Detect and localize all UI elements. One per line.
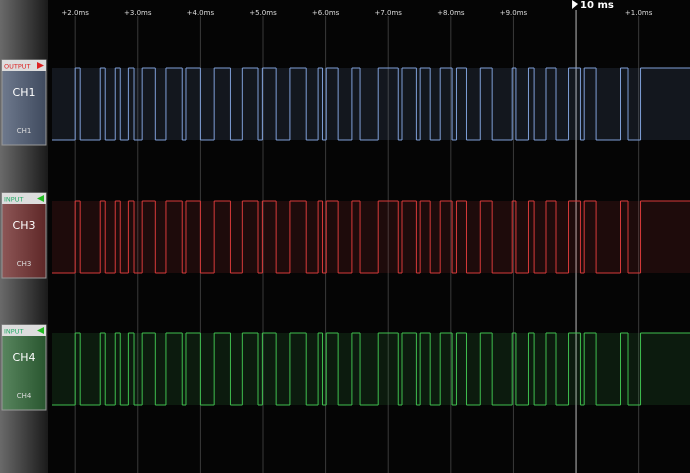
panel-header	[2, 60, 46, 71]
tick-label: +4.0ms	[187, 9, 215, 17]
channel-direction: INPUT	[4, 328, 23, 336]
channel-panel	[1, 59, 47, 146]
tick-label: +3.0ms	[124, 9, 152, 17]
panel-header	[2, 325, 46, 336]
tick-label: +7.0ms	[374, 9, 402, 17]
channel-direction: INPUT	[4, 196, 23, 204]
channel-band	[52, 68, 690, 140]
direction-icon	[37, 327, 44, 334]
tick-label: +1.0ms	[625, 9, 653, 17]
direction-icon	[37, 195, 44, 202]
marker-label: 10 ms	[580, 0, 614, 11]
channel-label: CH4	[17, 392, 32, 400]
tick-label: +2.0ms	[61, 9, 89, 17]
tick-label: +8.0ms	[437, 9, 465, 17]
channel-name: CH1	[13, 86, 36, 99]
direction-icon	[37, 62, 44, 69]
panel-header	[2, 193, 46, 204]
channel-band	[52, 201, 690, 273]
channel-band	[52, 333, 690, 405]
marker-flag	[572, 0, 579, 9]
channel-label: CH3	[17, 260, 32, 268]
tick-label: +9.0ms	[500, 9, 528, 17]
channel-label: CH1	[17, 127, 32, 135]
channel-panel	[1, 324, 47, 411]
tick-label: +6.0ms	[312, 9, 340, 17]
channel-panel	[1, 192, 47, 279]
channel-name: CH3	[13, 219, 36, 232]
channel-name: CH4	[13, 351, 36, 364]
tick-label: +5.0ms	[249, 9, 277, 17]
side-strip	[0, 0, 48, 473]
channel-direction: OUTPUT	[4, 63, 31, 71]
